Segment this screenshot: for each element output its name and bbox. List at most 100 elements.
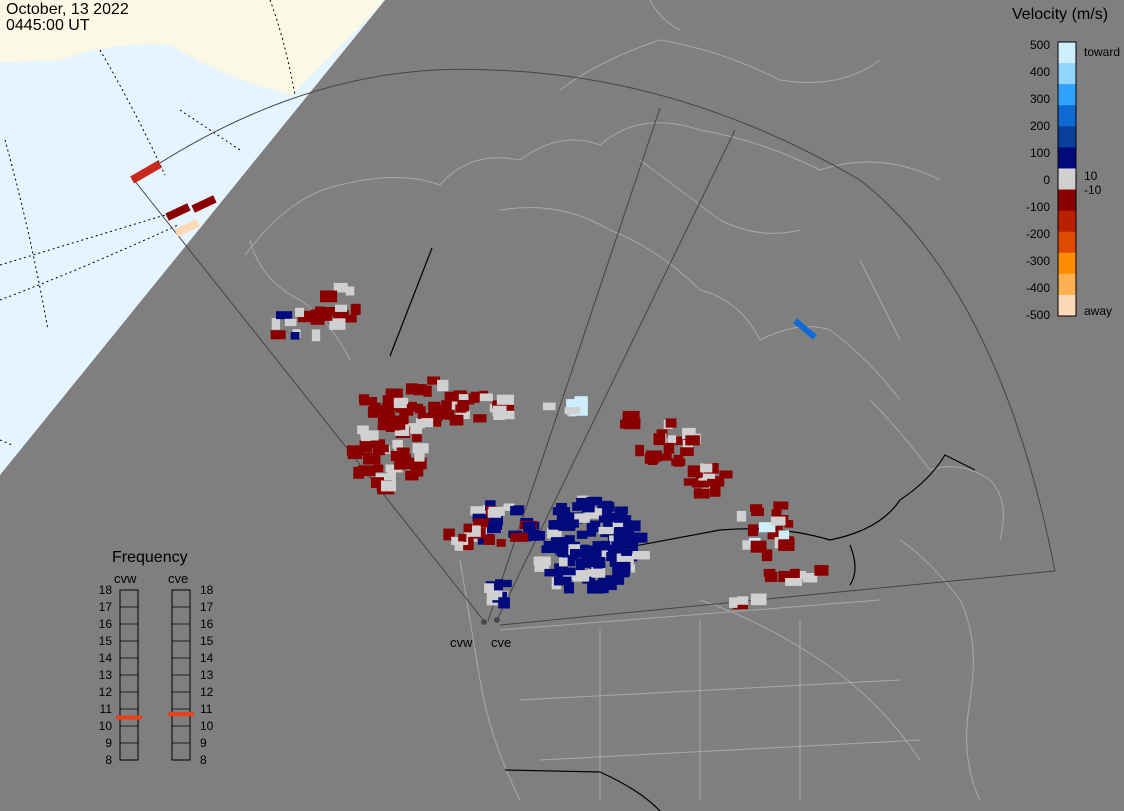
scatter-cell [479, 393, 493, 402]
scatter-cell [484, 583, 494, 594]
date-label: October, 13 2022 [6, 1, 129, 18]
scatter-cell [623, 520, 641, 532]
velocity-bar-frame [1057, 41, 1077, 317]
scatter-cell [561, 556, 576, 567]
scatter-cell [483, 534, 495, 545]
velocity-tick-label: 10 [1084, 169, 1098, 183]
scatter-cell [449, 414, 464, 426]
scatter-cell [423, 385, 432, 397]
scatter-cell [409, 457, 427, 470]
scatter-cell [513, 505, 525, 514]
scatter-cell [424, 412, 443, 421]
velocity-color-band [1058, 147, 1076, 169]
scatter-cell [552, 507, 570, 516]
scatter-cell [626, 548, 638, 559]
scatter-cell [443, 528, 455, 541]
scatter-cell [673, 454, 684, 467]
scatter-cell [763, 568, 776, 577]
velocity-color-band [1058, 210, 1076, 233]
velocity-color-band [1058, 105, 1076, 127]
scatter-cell [552, 520, 566, 529]
scatter-cell [322, 312, 333, 321]
scatter-cell [270, 330, 286, 340]
scatter-cell [458, 533, 467, 542]
frequency-tick-label: 10 [200, 719, 214, 733]
away-label: away [1084, 304, 1112, 318]
velocity-color-band [1058, 42, 1076, 64]
frequency-tick-label: 9 [105, 736, 112, 750]
scatter-cell [793, 318, 817, 340]
scatter-cell [564, 407, 581, 415]
scatter-cell [438, 406, 455, 417]
scatter-cell [576, 497, 591, 510]
scatter-cell [784, 520, 794, 528]
scatter-cell [496, 539, 506, 547]
scatter-cell [387, 471, 396, 482]
scatter-cell [416, 418, 425, 429]
scatter-cell [632, 551, 650, 560]
frequency-tick-label: 13 [200, 668, 214, 682]
scatter-cell [381, 403, 400, 411]
scatter-cell [455, 409, 470, 420]
scatter-cell [541, 545, 557, 553]
scatter-cell [615, 527, 634, 536]
scatter-cell [611, 541, 624, 550]
scatter-cell [394, 424, 410, 436]
scatter-cell [586, 520, 601, 533]
scatter-cell [413, 384, 427, 396]
frequency-tick-label: 11 [100, 702, 113, 716]
scatter-cell [554, 576, 572, 586]
scatter-cell [492, 405, 507, 416]
scatter-cell [609, 545, 619, 556]
scatter-cell [130, 160, 162, 184]
scatter-cell [295, 307, 305, 318]
scatter-cell [415, 406, 426, 414]
scatter-cell [750, 593, 767, 606]
scatter-cell [687, 465, 703, 478]
scatter-cell [736, 510, 747, 522]
scatter-cell [457, 400, 470, 412]
scatter-cell [510, 532, 529, 542]
scatter-cell [778, 530, 790, 540]
frequency-marker [168, 712, 194, 717]
scatter-cell [383, 422, 401, 431]
velocity-color-band [1058, 189, 1076, 212]
scatter-cell [597, 500, 613, 509]
frequency-tick-label: 12 [99, 685, 113, 699]
velocity-tick-label: -500 [1026, 308, 1050, 322]
scatter-cell [414, 451, 425, 462]
scatter-cell [771, 509, 782, 519]
frequency-panel: cvw cve 18 18 17 17 16 16 15 15 14 14 13 13 12 12 11 11… [99, 571, 214, 767]
scatter-cell [557, 513, 572, 525]
scatter-cell [719, 470, 733, 479]
scatter-cell [315, 306, 325, 317]
scatter-cell [350, 303, 361, 315]
scatter-cell [344, 314, 357, 323]
scatter-cell [421, 418, 434, 428]
scatter-cell [454, 541, 464, 551]
scatter-cell [534, 560, 550, 572]
scatter-cell [373, 464, 384, 473]
scatter-cell [458, 394, 469, 402]
scatter-cell [498, 597, 510, 609]
velocity-color-band [1058, 231, 1076, 254]
velocity-color-band [1058, 126, 1076, 148]
scatter-cell [769, 526, 783, 538]
velocity-color-band [1058, 84, 1076, 106]
scatter-cell [165, 203, 191, 221]
scatter-cell [498, 579, 512, 588]
frequency-tick-label: 12 [200, 685, 214, 699]
radar-label-cvw: cvw [450, 635, 473, 650]
scatter-cell [621, 548, 633, 556]
scatter-cell [759, 522, 776, 533]
scatter-cell [412, 443, 429, 454]
scatter-cell [370, 477, 384, 489]
frequency-tick-label: 15 [200, 634, 214, 648]
frequency-panel-title: Frequency [112, 549, 188, 566]
scatter-cell [559, 543, 577, 554]
frequency-tick-label: 15 [99, 634, 113, 648]
scatter-cell [761, 549, 773, 562]
scatter-cell [526, 530, 540, 541]
frequency-tick-label: 8 [105, 753, 112, 767]
